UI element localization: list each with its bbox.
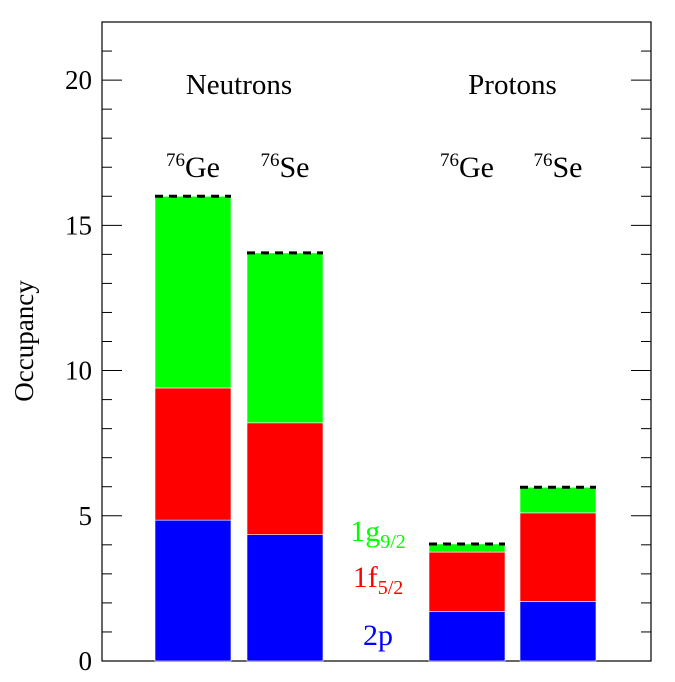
legend-subscript: 5/2 xyxy=(378,577,404,599)
bar-segment-1f5-2 xyxy=(428,551,506,612)
total-markers xyxy=(155,194,596,546)
bar-label: 76Ge xyxy=(166,150,220,184)
group-label: Protons xyxy=(468,69,557,101)
legend-entry: 1g9/2 xyxy=(350,515,406,553)
bar-label-mass: 76 xyxy=(534,150,553,171)
bar-segment-1f5-2 xyxy=(246,422,324,535)
bar-label-mass: 76 xyxy=(166,150,185,171)
legend-entry: 2p xyxy=(363,619,393,652)
bar-segment-1g9-2 xyxy=(519,487,597,514)
y-tick-label: 10 xyxy=(65,356,92,386)
bar-label-mass: 76 xyxy=(261,150,280,171)
bar-label-element: Ge xyxy=(185,151,220,184)
y-tick-label: 20 xyxy=(65,65,92,95)
legend-main: 1f xyxy=(353,561,378,594)
legend-subscript: 9/2 xyxy=(380,531,406,553)
group-label: Neutrons xyxy=(186,69,292,101)
y-axis-tick-labels: 0 5 10 15 20 xyxy=(65,65,92,676)
bar-segment-2p xyxy=(519,601,597,662)
bar-segment-2p xyxy=(428,611,506,662)
bar-label: 76Ge xyxy=(440,150,494,184)
bars-layer xyxy=(154,195,597,662)
bar-segment-1g9-2 xyxy=(246,252,324,424)
bar-label-element: Se xyxy=(553,151,583,184)
bar-segment-1g9-2 xyxy=(428,543,506,553)
y-tick-label: 15 xyxy=(65,210,92,240)
bar-label: 76Se xyxy=(534,150,583,184)
legend-main: 2p xyxy=(363,619,393,652)
y-tick-label: 5 xyxy=(79,501,93,531)
y-axis-ticks xyxy=(102,21,651,662)
legend: 2p 1f5/2 1g9/2 xyxy=(350,515,406,652)
bar-segment-2p xyxy=(246,534,324,662)
bar-label: 76Se xyxy=(261,150,310,184)
legend-entry: 1f5/2 xyxy=(353,561,404,599)
group-labels: Neutrons Protons xyxy=(186,69,557,101)
bar-segment-1g9-2 xyxy=(154,195,232,389)
bar-segment-1f5-2 xyxy=(519,512,597,602)
y-axis-label: Occupancy xyxy=(9,280,39,402)
y-tick-label: 0 xyxy=(79,646,93,676)
bar-label-element: Ge xyxy=(459,151,494,184)
bar-labels: 76Ge 76Se 76Ge 76Se xyxy=(166,150,582,184)
bar-label-element: Se xyxy=(280,151,310,184)
legend-main: 1g xyxy=(350,515,380,548)
bar-segment-2p xyxy=(154,519,232,662)
bar-segment-1f5-2 xyxy=(154,387,232,521)
bar-label-mass: 76 xyxy=(440,150,459,171)
